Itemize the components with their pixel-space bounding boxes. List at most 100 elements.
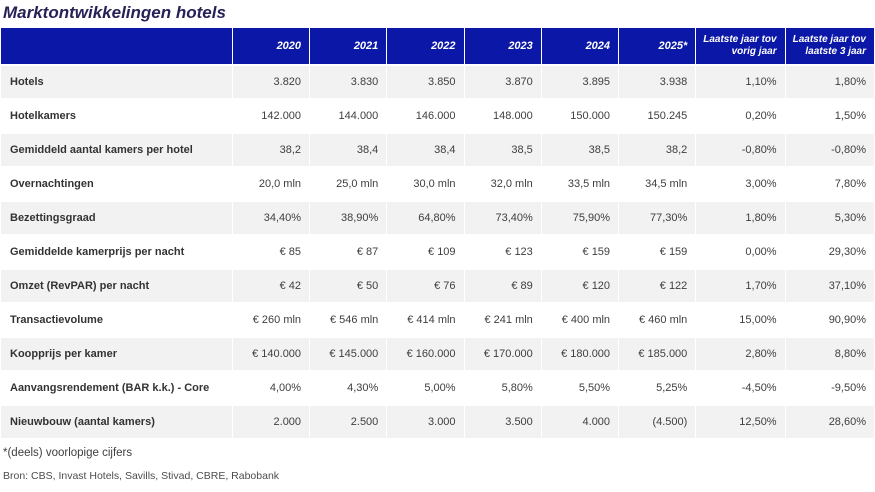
table-cell: € 414 mln [387,304,464,336]
table-cell: 5,25% [619,372,696,404]
table-cell: 3.850 [387,66,464,98]
table-cell: 38,4 [310,134,387,166]
table-cell: 38,90% [310,202,387,234]
table-body: Hotels 3.820 3.830 3.850 3.870 3.895 3.938 1,10… [1,66,874,438]
table-cell: 2.500 [310,406,387,438]
row-label: Gemiddelde kamerprijs per nacht [1,236,232,268]
table-cell: 29,30% [785,236,874,268]
table-cell: € 42 [232,270,310,302]
table-cell: 75,90% [541,202,619,234]
table-cell: 146.000 [387,100,464,132]
table-cell: 37,10% [785,270,874,302]
table-cell: 34,5 mln [619,168,696,200]
table-cell: 4,00% [232,372,310,404]
table-cell: € 159 [619,236,696,268]
column-header-2020: 2020 [232,28,310,64]
table-cell: € 123 [464,236,541,268]
table-cell: 1,50% [785,100,874,132]
column-header-2024: 2024 [541,28,619,64]
page-title: Marktontwikkelingen hotels [3,3,226,22]
table-cell: 0,20% [696,100,785,132]
row-label: Bezettingsgraad [1,202,232,234]
table-cell: 5,00% [387,372,464,404]
table-cell: 142.000 [232,100,310,132]
column-header-comparison-2: Laatste jaar tov laatste 3 jaar [785,28,874,64]
table-cell: 12,50% [696,406,785,438]
table-cell: 73,40% [464,202,541,234]
row-label: Hotelkamers [1,100,232,132]
table-cell: 8,80% [785,338,874,370]
table-row: Aanvangsrendement (BAR k.k.) - Core 4,00%… [1,372,874,404]
table-cell: 144.000 [310,100,387,132]
table-cell: 3.000 [387,406,464,438]
table-row: Gemiddelde kamerprijs per nacht € 85 € 87 €… [1,236,874,268]
table-cell: 1,80% [696,202,785,234]
table-cell: € 400 mln [541,304,619,336]
table-cell: 0,00% [696,236,785,268]
table-cell: 1,70% [696,270,785,302]
table-cell: 2,80% [696,338,785,370]
table-cell: € 87 [310,236,387,268]
table-cell: 1,80% [785,66,874,98]
table-cell: 3.830 [310,66,387,98]
table-cell: 38,2 [619,134,696,166]
table-cell: € 50 [310,270,387,302]
table-row: Overnachtingen 20,0 mln 25,0 mln 30,0 mln 32… [1,168,874,200]
row-label: Koopprijs per kamer [1,338,232,370]
table-cell: € 546 mln [310,304,387,336]
table-cell: -0,80% [696,134,785,166]
table-cell: € 159 [541,236,619,268]
table-cell: 150.000 [541,100,619,132]
table-cell: € 260 mln [232,304,310,336]
table-cell: 5,80% [464,372,541,404]
table-cell: 3.500 [464,406,541,438]
table-row: Hotelkamers 142.000 144.000 146.000 148.000 1… [1,100,874,132]
table-cell: 3.938 [619,66,696,98]
table-row: Omzet (RevPAR) per nacht € 42 € 50 € 76 € 89… [1,270,874,302]
table-cell: 90,90% [785,304,874,336]
table-cell: € 185.000 [619,338,696,370]
table-cell: € 85 [232,236,310,268]
table-cell: € 89 [464,270,541,302]
table-header-row: 2020 2021 2022 2023 2024 2025* Laatste jaar to… [1,28,874,64]
table-row: Nieuwbouw (aantal kamers) 2.000 2.500 3.000… [1,406,874,438]
table-cell: 4.000 [541,406,619,438]
row-label: Transactievolume [1,304,232,336]
column-header-2022: 2022 [387,28,464,64]
column-header-2025: 2025* [619,28,696,64]
table-cell: € 145.000 [310,338,387,370]
table-cell: 64,80% [387,202,464,234]
table-cell: 3,00% [696,168,785,200]
table-cell: 33,5 mln [541,168,619,200]
table-cell: 38,4 [387,134,464,166]
table-cell: 38,2 [232,134,310,166]
table-cell: 25,0 mln [310,168,387,200]
table-cell: 148.000 [464,100,541,132]
table-row: Bezettingsgraad 34,40% 38,90% 64,80% 73,40% 7… [1,202,874,234]
table-cell: 30,0 mln [387,168,464,200]
table-cell: -4,50% [696,372,785,404]
table-cell: € 170.000 [464,338,541,370]
table-header: 2020 2021 2022 2023 2024 2025* Laatste jaar to… [1,28,874,64]
table-cell: 20,0 mln [232,168,310,200]
table-row: Gemiddeld aantal kamers per hotel 38,2 38,… [1,134,874,166]
table-cell: 32,0 mln [464,168,541,200]
row-label: Gemiddeld aantal kamers per hotel [1,134,232,166]
table-cell: 2.000 [232,406,310,438]
table-cell: € 76 [387,270,464,302]
row-label-header [1,28,232,64]
table-cell: € 160.000 [387,338,464,370]
table-cell: 7,80% [785,168,874,200]
table-cell: € 241 mln [464,304,541,336]
table-cell: € 460 mln [619,304,696,336]
table-cell: € 120 [541,270,619,302]
market-development-table: 2020 2021 2022 2023 2024 2025* Laatste jaar to… [0,26,875,440]
table-row: Transactievolume € 260 mln € 546 mln € 414 … [1,304,874,336]
table-cell: 15,00% [696,304,785,336]
table-cell: 28,60% [785,406,874,438]
row-label: Hotels [1,66,232,98]
table-cell: 38,5 [541,134,619,166]
table-cell: 5,30% [785,202,874,234]
table-cell: -9,50% [785,372,874,404]
